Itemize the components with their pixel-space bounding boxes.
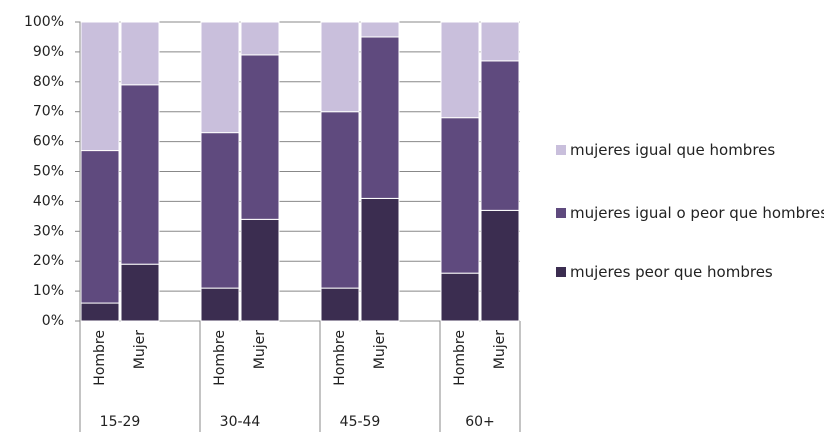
bar-segment — [80, 21, 120, 152]
x-tick-label: Mujer — [372, 330, 388, 369]
y-tick-label: 90% — [33, 44, 64, 60]
bar-segment — [200, 287, 240, 322]
bar-segment — [360, 21, 400, 38]
bar-segment — [440, 272, 480, 322]
legend-item: mujeres igual que hombres — [556, 140, 824, 160]
bar-segment — [440, 21, 480, 119]
bar-segment — [480, 21, 520, 62]
bar-segment — [320, 111, 360, 289]
bar-segment — [480, 60, 520, 211]
bar-segment — [120, 84, 160, 265]
x-tick-label: Mujer — [252, 330, 268, 369]
x-tick-label: Mujer — [492, 330, 508, 369]
x-tick-label: Hombre — [452, 330, 468, 386]
group-label: 60+ — [465, 414, 495, 430]
legend-label: mujeres peor que hombres — [570, 263, 773, 281]
bar-segment — [480, 209, 520, 322]
y-tick-label: 40% — [33, 193, 64, 209]
bar-segment — [360, 197, 400, 322]
bar-segment — [200, 21, 240, 134]
bar-segment — [120, 21, 160, 86]
bar-segment — [320, 287, 360, 322]
x-tick-label: Hombre — [332, 330, 348, 386]
y-tick-label: 80% — [33, 74, 64, 90]
x-tick-label: Hombre — [92, 330, 108, 386]
x-tick-label: Hombre — [212, 330, 228, 386]
bar-segment — [120, 263, 160, 322]
y-tick-label: 60% — [33, 134, 64, 150]
legend-label: mujeres igual que hombres — [570, 141, 776, 159]
bar-segment — [320, 21, 360, 113]
legend-swatch — [556, 267, 566, 277]
y-tick-label: 30% — [33, 223, 64, 239]
legend-item: mujeres igual o peor que hombres — [556, 203, 824, 223]
legend-item: mujeres peor que hombres — [556, 262, 824, 282]
y-tick-label: 50% — [33, 164, 64, 180]
y-tick-label: 10% — [33, 283, 64, 299]
bar-segment — [80, 302, 120, 322]
y-tick-label: 70% — [33, 104, 64, 120]
y-tick-label: 20% — [33, 253, 64, 269]
y-tick-label: 0% — [42, 313, 64, 329]
x-tick-label: Mujer — [132, 330, 148, 369]
bar-segment — [240, 218, 280, 322]
group-label: 30-44 — [220, 414, 261, 430]
bar-segment — [440, 117, 480, 274]
legend-swatch — [556, 208, 566, 218]
bar-segment — [240, 54, 280, 220]
legend-swatch — [556, 145, 566, 155]
legend-label: mujeres igual o peor que hombres — [570, 204, 824, 222]
bar-segment — [80, 150, 120, 304]
bar-segment — [240, 21, 280, 56]
group-label: 45-59 — [340, 414, 381, 430]
bar-segment — [200, 132, 240, 289]
y-tick-label: 100% — [24, 14, 64, 30]
bar-segment — [360, 36, 400, 199]
group-label: 15-29 — [100, 414, 141, 430]
